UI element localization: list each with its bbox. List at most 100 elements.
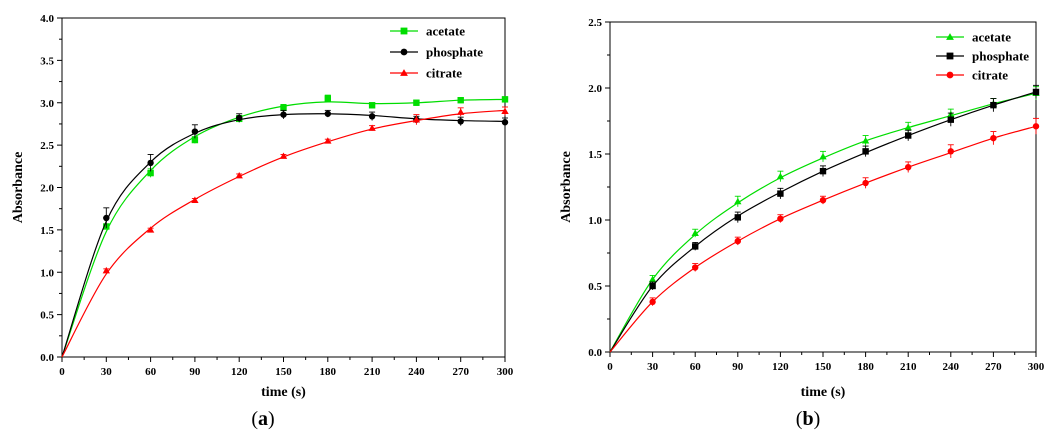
phosphate-data-point <box>692 243 699 250</box>
x-tick-label: 0 <box>59 366 65 378</box>
x-tick-label: 60 <box>690 361 702 373</box>
acetate-data-point <box>324 95 331 102</box>
citrate-data-point <box>777 215 784 222</box>
phosphate-data-point <box>777 190 784 197</box>
citrate-data-point <box>146 226 155 233</box>
legend-marker-acetate <box>400 27 408 35</box>
y-tick-label: 1.0 <box>40 267 54 279</box>
panel-label-close: ) <box>268 408 275 430</box>
citrate-data-point <box>734 237 741 245</box>
citrate-data-point <box>235 171 243 179</box>
acetate-fit-line <box>609 92 1037 353</box>
phosphate-data-point <box>862 148 869 155</box>
phosphate-data-point <box>191 128 199 135</box>
y-tick-label: 3.5 <box>40 55 54 67</box>
x-tick-label: 180 <box>857 361 874 373</box>
x-tick-label: 210 <box>364 366 381 378</box>
y-tick-label: 1.5 <box>588 149 602 161</box>
x-tick-label: 120 <box>231 366 248 378</box>
citrate-fit-line <box>61 109 506 358</box>
legend-marker-acetate <box>946 33 954 40</box>
series-phosphate <box>609 84 1040 353</box>
series-citrate <box>609 117 1040 353</box>
citrate-data-point <box>692 264 699 271</box>
y-tick-label: 3.0 <box>40 98 54 110</box>
acetate-data-point <box>501 96 509 103</box>
panel-label-open: ( <box>796 408 803 430</box>
x-tick-label: 30 <box>647 361 659 373</box>
citrate-data-point <box>324 137 332 144</box>
citrate-data-point <box>102 266 110 274</box>
series-phosphate <box>61 109 509 358</box>
citrate-data-point <box>990 134 997 142</box>
phosphate-data-point <box>947 116 954 123</box>
legend-label-citrate: citrate <box>426 66 462 81</box>
acetate-data-point <box>691 229 699 236</box>
citrate-data-point <box>947 148 954 155</box>
x-tick-label: 0 <box>607 361 613 373</box>
y-tick-label: 2.5 <box>588 17 602 29</box>
acetate-data-point <box>413 99 420 106</box>
acetate-data-point <box>457 97 464 104</box>
legend-marker-phosphate <box>946 52 954 60</box>
y-tick-label: 2.0 <box>40 183 54 195</box>
legend-marker-citrate <box>946 71 954 79</box>
acetate-data-point <box>776 172 785 180</box>
acetate-data-point <box>368 102 376 109</box>
acetate-data-point <box>191 136 199 144</box>
chart-a: 0 30 60 90 120 150 180 210 240 270 300 0.0 0.5 1.0 1.5… <box>11 13 514 430</box>
y-tick-label: 0.5 <box>588 281 602 293</box>
x-tick-label: 90 <box>732 361 744 373</box>
legend-marker-phosphate <box>400 48 408 56</box>
x-tick-label: 150 <box>815 361 832 373</box>
phosphate-data-point <box>501 119 509 126</box>
legend-label-phosphate: phosphate <box>972 49 1029 64</box>
phosphate-data-point <box>819 167 827 175</box>
phosphate-data-point <box>324 110 331 117</box>
panel-label: (a) <box>251 408 274 430</box>
phosphate-data-point <box>905 132 912 139</box>
y-tick-label: 2.5 <box>40 140 54 152</box>
x-tick-label: 30 <box>101 366 113 378</box>
panel-label: (b) <box>796 408 820 430</box>
y-tick-label: 0.5 <box>40 310 54 322</box>
x-tick-label: 270 <box>452 366 469 378</box>
series-acetate <box>61 94 509 358</box>
panel-label-close: ) <box>814 408 821 430</box>
x-tick-label: 150 <box>275 366 292 378</box>
panel-label-letter: b <box>802 408 813 430</box>
x-axis-label: time (s) <box>801 385 846 400</box>
y-tick-label: 0.0 <box>40 352 54 364</box>
citrate-data-point <box>368 124 376 131</box>
phosphate-fit-line <box>61 113 506 358</box>
y-tick-label: 2.0 <box>588 83 602 95</box>
acetate-data-point <box>861 137 870 144</box>
phosphate-fit-line <box>609 91 1037 353</box>
acetate-data-point <box>819 152 827 160</box>
citrate-data-point <box>819 197 827 204</box>
legend-label-acetate: acetate <box>426 24 465 39</box>
x-tick-label: 60 <box>145 366 157 378</box>
citrate-data-point <box>501 107 509 114</box>
citrate-data-point <box>191 196 199 203</box>
x-tick-label: 240 <box>943 361 960 373</box>
acetate-data-point <box>280 104 287 112</box>
citrate-data-point <box>905 164 912 171</box>
x-tick-label: 300 <box>497 366 514 378</box>
x-tick-label: 300 <box>1028 361 1045 373</box>
y-tick-label: 1.5 <box>40 225 54 237</box>
phosphate-data-point <box>280 111 287 118</box>
citrate-data-point <box>279 152 288 159</box>
chart-b: 0 30 60 90 120 150 180 210 240 270 300 0.0 0.5 1.0 1.5… <box>559 17 1045 430</box>
phosphate-data-point <box>1032 88 1040 96</box>
panel-label-letter: a <box>258 408 268 430</box>
x-tick-label: 240 <box>408 366 425 378</box>
phosphate-data-point <box>457 118 464 125</box>
citrate-data-point <box>412 116 421 123</box>
phosphate-data-point <box>147 159 154 167</box>
legend-marker-citrate <box>400 69 408 76</box>
x-tick-label: 120 <box>772 361 789 373</box>
legend-label-acetate: acetate <box>972 30 1011 45</box>
y-tick-label: 1.0 <box>588 215 602 227</box>
